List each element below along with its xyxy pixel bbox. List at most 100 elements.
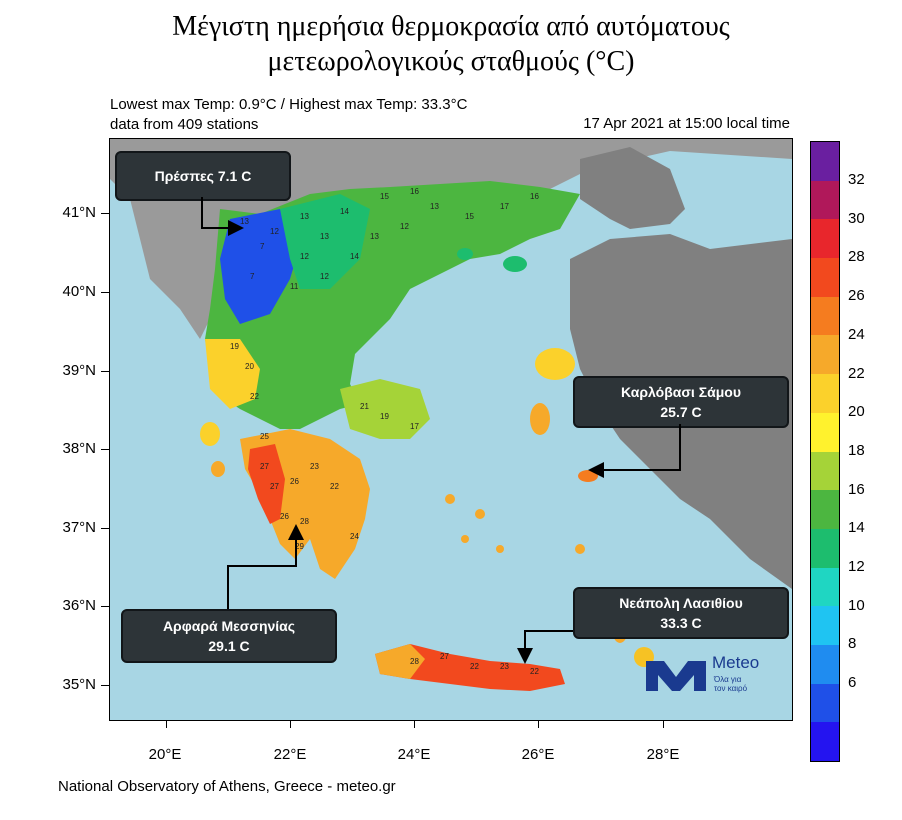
callout-karlovasi-value: 25.7 C xyxy=(660,404,702,420)
lon-label-22: 22°E xyxy=(273,746,307,763)
meteo-tagline-1: Όλα για xyxy=(714,675,742,684)
station-value: 12 xyxy=(300,252,309,261)
station-value: 24 xyxy=(350,532,359,541)
lon-tick xyxy=(290,720,291,728)
lat-label-39: 39°N xyxy=(62,362,96,379)
station-value: 7 xyxy=(250,272,255,281)
land-crete-west xyxy=(375,644,425,679)
station-value: 16 xyxy=(410,187,419,196)
callout-prespes-text: Πρέσπες 7.1 C xyxy=(154,168,252,184)
station-value: 17 xyxy=(410,422,419,431)
lat-label-40: 40°N xyxy=(62,283,96,300)
colorbar-label: 10 xyxy=(848,596,865,614)
island-zakynthos xyxy=(211,461,225,477)
lon-tick xyxy=(166,720,167,728)
leader-prespes xyxy=(201,197,244,236)
leader-neapoli xyxy=(517,630,573,664)
station-value: 21 xyxy=(360,402,369,411)
station-value: 15 xyxy=(465,212,474,221)
colorbar-segment xyxy=(811,451,839,491)
station-value: 7 xyxy=(260,242,265,251)
station-value: 13 xyxy=(430,202,439,211)
station-value: 23 xyxy=(310,462,319,471)
station-value: 28 xyxy=(300,517,309,526)
lat-tick xyxy=(101,528,109,529)
island-chios xyxy=(530,403,550,435)
callout-karlovasi: Καρλόβασι Σάμου 25.7 C xyxy=(573,376,789,428)
station-value: 14 xyxy=(350,252,359,261)
land-turkey xyxy=(580,147,685,229)
station-value: 19 xyxy=(230,342,239,351)
station-value: 26 xyxy=(280,512,289,521)
callout-arfara-value: 29.1 C xyxy=(208,638,250,654)
callout-prespes: Πρέσπες 7.1 C xyxy=(115,151,291,201)
colorbar-label: 12 xyxy=(848,558,865,575)
station-value: 13 xyxy=(300,212,309,221)
callout-neapoli-value: 33.3 C xyxy=(660,615,702,631)
colorbar-label: 24 xyxy=(848,325,865,343)
land-yellow-west xyxy=(205,339,260,409)
colorbar-label: 26 xyxy=(848,287,865,305)
station-value: 28 xyxy=(410,657,419,666)
station-value: 11 xyxy=(290,282,299,291)
callout-neapoli-name: Νεάπολη Λασιθίου xyxy=(619,595,743,611)
station-value: 22 xyxy=(250,392,259,401)
colorbar-segment xyxy=(811,644,839,684)
colorbar-segment xyxy=(811,490,839,529)
station-value: 19 xyxy=(380,412,389,421)
station-value: 16 xyxy=(530,192,539,201)
colorbar xyxy=(810,141,840,762)
lon-tick xyxy=(414,720,415,728)
callout-neapoli: Νεάπολη Λασιθίου 33.3 C xyxy=(573,587,789,639)
lon-label-20: 20°E xyxy=(148,746,182,763)
island-kefalonia xyxy=(200,422,220,446)
colorbar-segment xyxy=(811,606,839,645)
station-value: 12 xyxy=(270,227,279,236)
station-value: 14 xyxy=(340,207,349,216)
colorbar-label: 32 xyxy=(848,171,865,188)
island-lesvos xyxy=(535,348,575,380)
station-value: 25 xyxy=(260,432,269,441)
station-value: 27 xyxy=(270,482,279,491)
colorbar-segment xyxy=(811,567,839,607)
lat-tick xyxy=(101,371,109,372)
station-value: 27 xyxy=(260,462,269,471)
island-kos xyxy=(575,544,585,554)
station-value: 23 xyxy=(500,662,509,671)
lat-tick xyxy=(101,449,109,450)
colorbar-label: 22 xyxy=(848,364,865,382)
temperature-range-text: Lowest max Temp: 0.9°C / Highest max Tem… xyxy=(110,96,468,113)
map-title-line2: μετεωρολογικούς σταθμούς (°C) xyxy=(267,46,635,77)
colorbar-segment xyxy=(811,683,839,723)
land-green-band xyxy=(280,194,370,289)
colorbar-label: 28 xyxy=(848,248,865,266)
station-value: 15 xyxy=(380,192,389,201)
station-value: 22 xyxy=(330,482,339,491)
land-crete xyxy=(375,644,565,691)
station-value: 29 xyxy=(295,542,304,551)
lon-tick xyxy=(538,720,539,728)
lat-label-41: 41°N xyxy=(62,204,96,221)
colorbar-segment xyxy=(811,412,839,452)
colorbar-label: 20 xyxy=(848,403,865,421)
colorbar-segment xyxy=(811,374,839,413)
colorbar-label: 18 xyxy=(848,441,865,459)
meteo-tagline-2: τον καιρό xyxy=(714,684,748,693)
timestamp-text: 17 Apr 2021 at 15:00 local time xyxy=(583,115,790,132)
land-evia xyxy=(340,379,430,439)
colorbar-segment xyxy=(811,296,839,336)
colorbar-segment xyxy=(811,722,839,761)
station-value: 13 xyxy=(370,232,379,241)
island-cyclades-2 xyxy=(475,509,485,519)
colorbar-segment xyxy=(811,258,839,297)
leader-karlovasi xyxy=(588,424,681,478)
colorbar-label: 30 xyxy=(848,209,865,227)
colorbar-segment xyxy=(811,528,839,568)
station-value: 22 xyxy=(470,662,479,671)
meteo-logo-name: Meteo xyxy=(712,653,760,672)
lat-tick xyxy=(101,292,109,293)
lon-label-24: 24°E xyxy=(397,746,431,763)
colorbar-segment xyxy=(811,142,839,181)
colorbar-label: 14 xyxy=(848,519,865,537)
